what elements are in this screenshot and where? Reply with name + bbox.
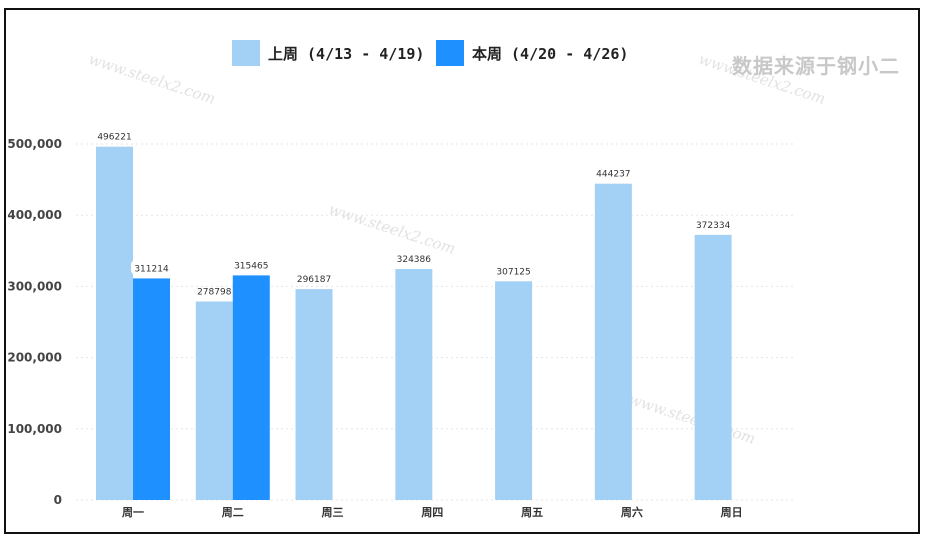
bar-chart: 0 100,000 200,000 300,000 400,000 500,000 496…: [7, 133, 796, 519]
x-tick-label: 周五: [521, 506, 543, 519]
data-label: 324386: [397, 255, 432, 265]
x-tick-label: 周四: [421, 506, 443, 519]
x-axis: 周一 周二 周三 周四 周五 周六 周日: [122, 505, 743, 519]
legend-swatch-last-week: [232, 40, 260, 66]
bar-this-week: [232, 275, 270, 500]
x-tick-label: 周日: [721, 506, 743, 519]
legend-label-this-week: 本周 (4/20 - 4/26): [472, 44, 629, 63]
bar-last-week: [295, 289, 333, 500]
bars: [96, 146, 732, 501]
legend-item-last-week[interactable]: 上周 (4/13 - 4/19): [232, 40, 424, 66]
gridlines: [76, 143, 796, 501]
data-label: 372334: [696, 221, 731, 231]
bar-last-week: [694, 234, 732, 500]
data-label-bg: [131, 260, 172, 275]
legend-item-this-week[interactable]: 本周 (4/20 - 4/26): [436, 40, 628, 66]
x-tick-label: 周六: [621, 505, 643, 519]
y-tick-label: 500,000: [7, 137, 62, 151]
data-label-bg: [230, 257, 272, 272]
bar-last-week: [594, 183, 632, 501]
bar-last-week: [195, 301, 233, 500]
data-label: 496221: [97, 133, 131, 143]
x-tick-label: 周一: [122, 506, 144, 519]
data-label: 296187: [297, 275, 331, 285]
x-tick-label: 周二: [222, 506, 244, 519]
bar-last-week: [96, 146, 133, 500]
data-label: 307125: [496, 267, 530, 277]
data-labels: 496221 311214 278798 315465 296187 324386 3071…: [97, 133, 730, 298]
data-label: 311214: [134, 264, 169, 274]
y-tick-label: 300,000: [7, 279, 62, 293]
x-tick-label: 周三: [322, 506, 344, 519]
data-source-label: 数据来源于钢小二: [732, 54, 900, 78]
data-label: 278798: [197, 287, 232, 297]
chart-frame: www.steelx2.com www.steelx2.com www.stee…: [4, 8, 920, 534]
bar-last-week: [395, 269, 433, 500]
y-tick-label: 100,000: [7, 422, 62, 436]
bar-this-week: [133, 278, 170, 500]
y-tick-label: 0: [54, 493, 62, 507]
y-tick-label: 200,000: [7, 351, 62, 365]
y-axis: 0 100,000 200,000 300,000 400,000 500,000: [7, 137, 62, 507]
data-label: 444237: [596, 170, 630, 180]
bar-last-week: [495, 281, 533, 500]
legend-label-last-week: 上周 (4/13 - 4/19): [268, 44, 425, 63]
legend: 上周 (4/13 - 4/19) 本周 (4/20 - 4/26): [6, 40, 918, 66]
data-label: 315465: [234, 261, 268, 271]
legend-swatch-this-week: [436, 40, 464, 66]
y-tick-label: 400,000: [7, 208, 62, 222]
